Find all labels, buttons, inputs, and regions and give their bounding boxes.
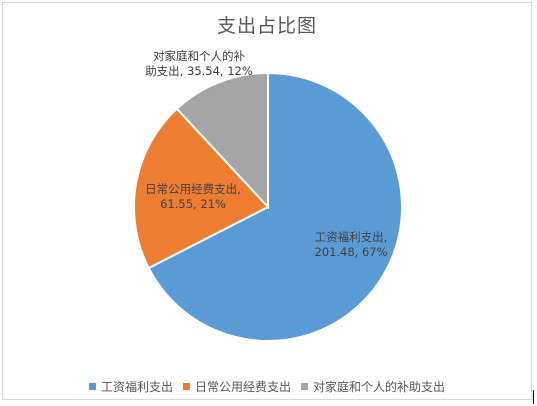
data-label-line: 日常公用经费支出, bbox=[145, 182, 241, 196]
data-label-3: 对家庭和个人的补助支出, 35.54, 12% bbox=[145, 49, 253, 78]
data-label-line: 工资福利支出, bbox=[315, 230, 388, 244]
chart-title: 支出占比图 bbox=[216, 15, 317, 37]
pie-slice-3 bbox=[175, 71, 269, 210]
text-cursor bbox=[533, 390, 534, 404]
legend-item: 对家庭和个人的补助支出 bbox=[301, 378, 445, 395]
legend-label: 对家庭和个人的补助支出 bbox=[313, 380, 446, 394]
pie-slice-2 bbox=[133, 107, 270, 270]
legend-swatch bbox=[301, 383, 308, 390]
chart-legend: 工资福利支出 日常公用经费支出 对家庭和个人的补助支出 bbox=[3, 378, 531, 395]
pie-slice-1 bbox=[147, 71, 403, 342]
legend-swatch bbox=[88, 383, 96, 390]
legend-item: 日常公用经费支出 bbox=[182, 378, 291, 395]
chart-area: 支出占比图 工资福利支出, 201.48, 67% 日常公用经费支出, 61.55, … bbox=[2, 2, 532, 400]
data-label-line: 对家庭和个人的补 bbox=[153, 49, 245, 63]
data-label-2: 日常公用经费支出, 61.55, 21% bbox=[145, 182, 241, 211]
legend-item: 工资福利支出 bbox=[88, 378, 173, 395]
data-label-line: 助支出, 35.54, 12% bbox=[145, 64, 253, 78]
data-label-1: 工资福利支出, 201.48, 67% bbox=[314, 230, 387, 259]
legend-label: 工资福利支出 bbox=[100, 380, 173, 394]
pie-chart: 工资福利支出, 201.48, 67% 日常公用经费支出, 61.55, 21% 对家庭… bbox=[133, 49, 403, 342]
data-label-line: 201.48, 67% bbox=[314, 245, 387, 259]
legend-swatch bbox=[182, 383, 190, 390]
data-label-line: 61.55, 21% bbox=[160, 197, 226, 211]
legend-label: 日常公用经费支出 bbox=[194, 380, 291, 394]
